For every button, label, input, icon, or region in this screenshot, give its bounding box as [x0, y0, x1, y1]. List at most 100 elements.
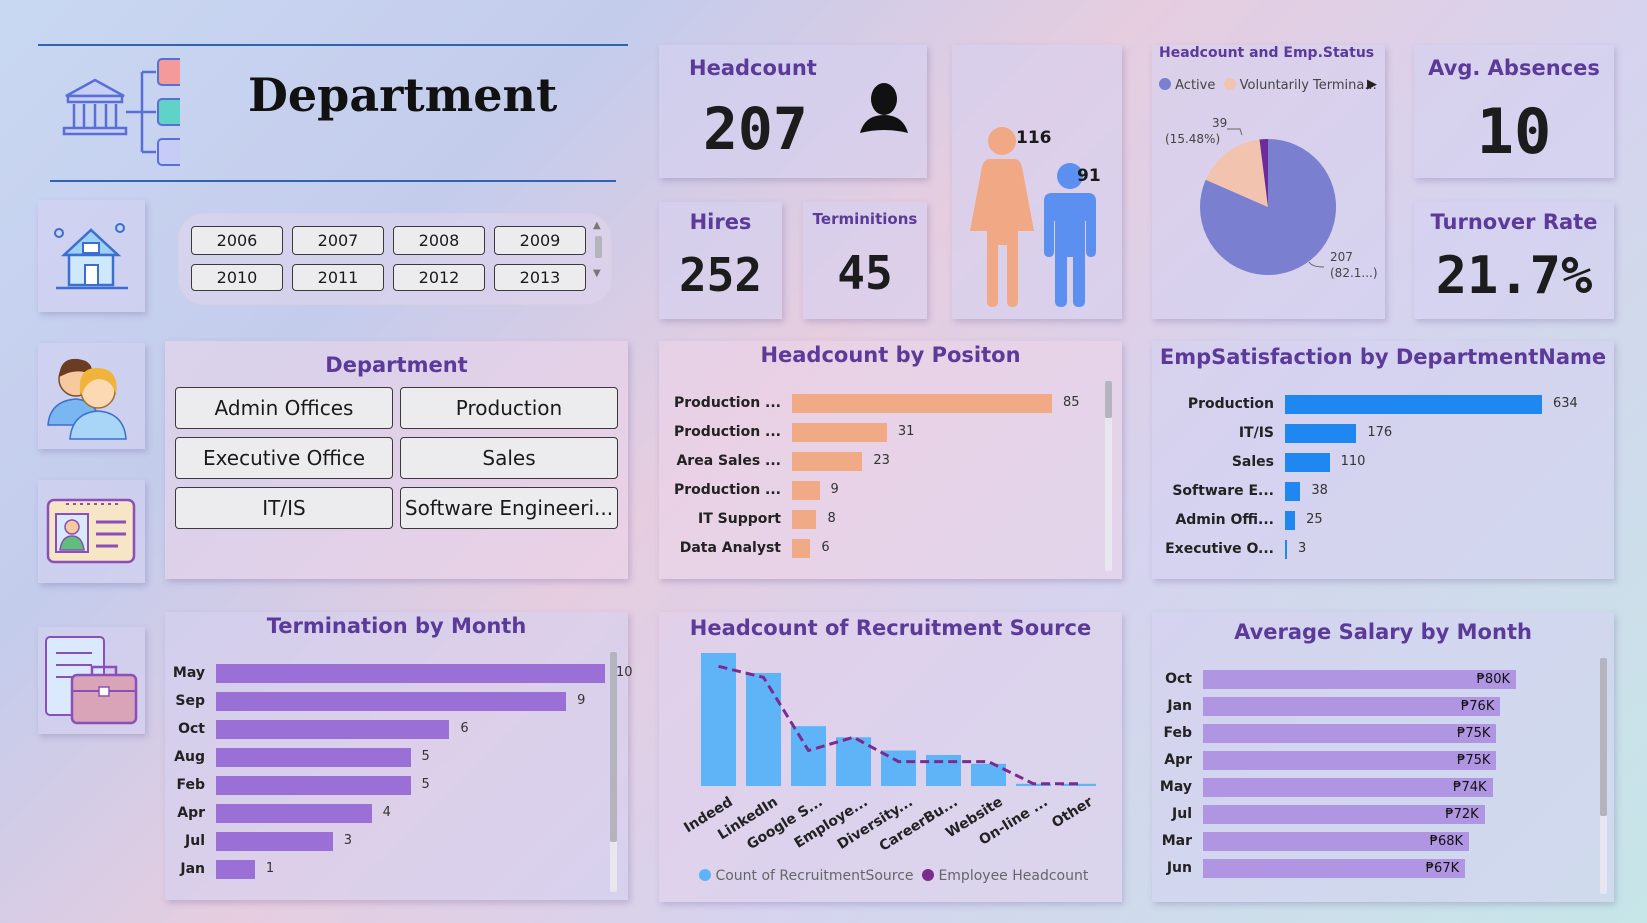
dept-button-it-is[interactable]: IT/IS — [175, 487, 393, 529]
bar[interactable] — [792, 481, 820, 500]
year-button-2013[interactable]: 2013 — [494, 264, 586, 291]
salary-bar-value: ₱68K — [1429, 834, 1464, 849]
recruitment-bar[interactable] — [746, 672, 781, 786]
bar-row[interactable]: Executive O... 3 — [1152, 538, 1612, 560]
bar-label: Software E... — [1172, 483, 1274, 499]
bar-row[interactable]: Admin Offi... 25 — [1152, 509, 1612, 531]
salary-scrollbar[interactable] — [1600, 658, 1607, 894]
bar[interactable] — [792, 423, 887, 442]
pie-label-big-pct: (82.1...) — [1330, 266, 1378, 280]
bar[interactable] — [1285, 511, 1296, 530]
dept-button-software-engineering[interactable]: Software Engineeri... — [400, 487, 618, 529]
salary-bar[interactable]: ₱80K — [1203, 670, 1516, 689]
people-tile[interactable] — [38, 343, 145, 449]
bar[interactable] — [216, 748, 411, 767]
dept-button-sales[interactable]: Sales — [400, 437, 618, 479]
year-scroll-thumb[interactable] — [595, 236, 602, 258]
bar-row[interactable]: Feb 5 — [165, 774, 615, 796]
bar-row[interactable]: IT Support 8 — [659, 508, 1099, 530]
salary-bar[interactable]: ₱67K — [1203, 859, 1466, 878]
salary-bar[interactable]: ₱76K — [1203, 697, 1501, 716]
year-scroll-up-icon[interactable]: ▲ — [593, 220, 601, 231]
satisfaction-chart-card: EmpSatisfaction by DepartmentName Produc… — [1152, 341, 1614, 579]
bar[interactable] — [216, 664, 605, 683]
salary-bar-row[interactable]: Jul ₱72K — [1152, 803, 1592, 825]
bar-row[interactable]: Apr 4 — [165, 802, 615, 824]
year-button-2012[interactable]: 2012 — [393, 264, 485, 291]
year-button-2008[interactable]: 2008 — [393, 226, 485, 255]
recruitment-bar[interactable] — [1061, 783, 1096, 786]
bar[interactable] — [216, 832, 333, 851]
legend-active-dot — [1159, 78, 1171, 90]
id-card-tile[interactable] — [38, 480, 145, 583]
bar-row[interactable]: Production 634 — [1152, 393, 1612, 415]
salary-bar-row[interactable]: Oct ₱80K — [1152, 668, 1592, 690]
dept-button-admin-offices[interactable]: Admin Offices — [175, 387, 393, 429]
bar-row[interactable]: Oct 6 — [165, 718, 615, 740]
dept-button-production[interactable]: Production — [400, 387, 618, 429]
bar-row[interactable]: IT/IS 176 — [1152, 422, 1612, 444]
bar-row[interactable]: Area Sales ... 23 — [659, 450, 1099, 472]
bar[interactable] — [216, 860, 255, 879]
bar-row[interactable]: Data Analyst 6 — [659, 537, 1099, 559]
year-button-2009[interactable]: 2009 — [494, 226, 586, 255]
salary-month-label: May — [1159, 779, 1192, 795]
bar[interactable] — [792, 394, 1052, 413]
recruitment-bar[interactable] — [971, 763, 1006, 786]
year-button-2011[interactable]: 2011 — [292, 264, 384, 291]
bar[interactable] — [216, 692, 567, 711]
salary-bar-row[interactable]: Jan ₱76K — [1152, 695, 1592, 717]
position-scrollbar[interactable] — [1105, 381, 1112, 571]
bar-row[interactable]: Sales 110 — [1152, 451, 1612, 473]
salary-bar-row[interactable]: Mar ₱68K — [1152, 830, 1592, 852]
bar-row[interactable]: Software E... 38 — [1152, 480, 1612, 502]
bar[interactable] — [1285, 424, 1357, 443]
recruitment-bar[interactable] — [926, 754, 961, 786]
bar-row[interactable]: Production ... 9 — [659, 479, 1099, 501]
salary-bar[interactable]: ₱75K — [1203, 724, 1497, 743]
position-scroll-thumb[interactable] — [1105, 381, 1112, 418]
recruitment-bar[interactable] — [836, 737, 871, 786]
bar-row[interactable]: Production ... 31 — [659, 421, 1099, 443]
year-scroll-down-icon[interactable]: ▼ — [593, 268, 601, 279]
bar[interactable] — [792, 452, 863, 471]
salary-bar-row[interactable]: Jun ₱67K — [1152, 857, 1592, 879]
year-button-2006[interactable]: 2006 — [191, 226, 283, 255]
salary-bar-row[interactable]: Feb ₱75K — [1152, 722, 1592, 744]
termination-scroll-thumb[interactable] — [610, 652, 617, 842]
bar-row[interactable]: May 10 — [165, 662, 633, 684]
bar[interactable] — [792, 510, 817, 529]
bar[interactable] — [1285, 453, 1330, 472]
bar-row[interactable]: Jan 1 — [165, 858, 615, 880]
year-button-2007[interactable]: 2007 — [292, 226, 384, 255]
bar[interactable] — [216, 804, 372, 823]
dept-button-executive-office[interactable]: Executive Office — [175, 437, 393, 479]
salary-bar-row[interactable]: Apr ₱75K — [1152, 749, 1592, 771]
terminations-label: Terminitions — [812, 210, 918, 228]
bar[interactable] — [216, 720, 450, 739]
salary-bar[interactable]: ₱74K — [1203, 778, 1493, 797]
home-tile[interactable] — [38, 200, 145, 312]
recruitment-bar[interactable] — [791, 726, 826, 786]
salary-month-label: Jun — [1166, 860, 1192, 876]
department-slicer-title: Department — [325, 353, 468, 377]
salary-scroll-thumb[interactable] — [1600, 658, 1607, 816]
legend-next-icon[interactable]: ▶ — [1367, 77, 1377, 92]
bar[interactable] — [1285, 540, 1287, 559]
bar[interactable] — [216, 776, 411, 795]
bar[interactable] — [1285, 482, 1301, 501]
recruitment-bar[interactable] — [701, 653, 736, 786]
salary-bar[interactable]: ₱75K — [1203, 751, 1497, 770]
year-button-2010[interactable]: 2010 — [191, 264, 283, 291]
salary-bar[interactable]: ₱72K — [1203, 805, 1485, 824]
bar[interactable] — [1285, 395, 1542, 414]
bar-row[interactable]: Production ... 85 — [659, 392, 1099, 414]
bar-row[interactable]: Jul 3 — [165, 830, 615, 852]
documents-tile[interactable] — [38, 627, 145, 734]
salary-bar-row[interactable]: May ₱74K — [1152, 776, 1592, 798]
bar-row[interactable]: Aug 5 — [165, 746, 615, 768]
bar-row[interactable]: Sep 9 — [165, 690, 615, 712]
bar[interactable] — [792, 539, 811, 558]
termination-scrollbar[interactable] — [610, 652, 617, 892]
salary-bar[interactable]: ₱68K — [1203, 832, 1470, 851]
